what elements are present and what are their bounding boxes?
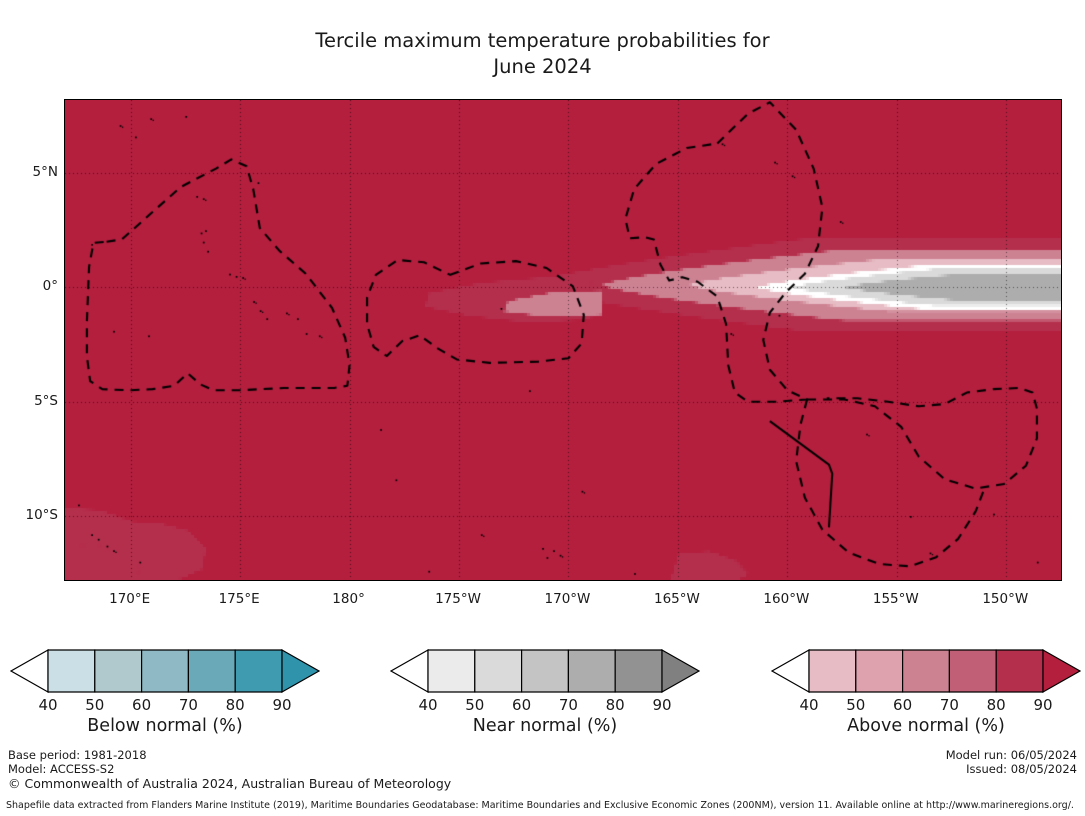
colorbar-tick-label: 60 [122, 696, 162, 714]
x-tick-label: 155°W [851, 591, 941, 607]
map-plot-area[interactable] [64, 99, 1062, 581]
y-tick-label: 5°S [2, 393, 58, 409]
y-tick-label: 5°N [2, 164, 58, 180]
x-tick-label: 180° [304, 591, 394, 607]
title-line-2: June 2024 [0, 54, 1085, 80]
base-period-text: Base period: 1981-2018 [8, 748, 147, 762]
x-tick-label: 175°W [413, 591, 503, 607]
title-line-1: Tercile maximum temperature probabilitie… [315, 29, 769, 52]
y-tick-label: 0° [2, 278, 58, 294]
colorbar-tick-label: 60 [502, 696, 542, 714]
colorbar-tick-label: 50 [455, 696, 495, 714]
colorbar-above-normal-ticks: 40 50 60 70 80 90 [771, 696, 1081, 716]
model-run-text: Model run: 06/05/2024 [946, 748, 1077, 762]
shapefile-attribution: Shapefile data extracted from Flanders M… [6, 799, 1074, 813]
footer-right: Model run: 06/05/2024 Issued: 08/05/2024 [946, 748, 1077, 776]
colorbar-below-normal-label: Below normal (%) [10, 716, 320, 736]
colorbar-tick-label: 50 [75, 696, 115, 714]
model-text: Model: ACCESS-S2 [8, 762, 147, 776]
colorbar-near-normal-ticks: 40 50 60 70 80 90 [390, 696, 700, 716]
colorbar-tick-label: 60 [883, 696, 923, 714]
copyright-text: © Commonwealth of Australia 2024, Austra… [8, 777, 451, 791]
colorbar-above-normal[interactable]: 40 50 60 70 80 90 Above normal (%) [771, 636, 1081, 746]
colorbar-tick-label: 90 [1023, 696, 1063, 714]
colorbar-near-normal-label: Near normal (%) [390, 716, 700, 736]
colorbar-tick-label: 70 [548, 696, 588, 714]
colorbar-near-normal[interactable]: 40 50 60 70 80 90 Near normal (%) [390, 636, 700, 746]
colorbar-above-normal-label: Above normal (%) [771, 716, 1081, 736]
colorbar-tick-label: 50 [836, 696, 876, 714]
colorbar-tick-label: 80 [976, 696, 1016, 714]
probability-heatmap [65, 100, 1061, 580]
colorbar-tick-label: 80 [595, 696, 635, 714]
colorbar-tick-label: 90 [642, 696, 682, 714]
colorbar-below-normal-ticks: 40 50 60 70 80 90 [10, 696, 320, 716]
colorbar-tick-label: 40 [28, 696, 68, 714]
colorbar-tick-label: 40 [408, 696, 448, 714]
colorbar-tick-label: 80 [215, 696, 255, 714]
colorbar-tick-label: 70 [929, 696, 969, 714]
colorbar-below-normal[interactable]: 40 50 60 70 80 90 Below normal (%) [10, 636, 320, 746]
colorbar-tick-label: 40 [789, 696, 829, 714]
x-tick-label: 175°E [194, 591, 284, 607]
colorbar-tick-label: 90 [262, 696, 302, 714]
colorbar-above-normal-swatches [771, 648, 1081, 694]
colorbar-tick-label: 70 [168, 696, 208, 714]
colorbar-near-normal-swatches [390, 648, 700, 694]
x-tick-label: 170°E [85, 591, 175, 607]
issued-text: Issued: 08/05/2024 [946, 762, 1077, 776]
footer-left: Base period: 1981-2018 Model: ACCESS-S2 [8, 748, 147, 776]
x-tick-label: 150°W [960, 591, 1050, 607]
x-tick-label: 160°W [741, 591, 831, 607]
y-tick-label: 10°S [2, 507, 58, 523]
page-title: Tercile maximum temperature probabilitie… [0, 28, 1085, 80]
colorbar-below-normal-swatches [10, 648, 320, 694]
x-tick-label: 170°W [522, 591, 612, 607]
x-tick-label: 165°W [632, 591, 722, 607]
